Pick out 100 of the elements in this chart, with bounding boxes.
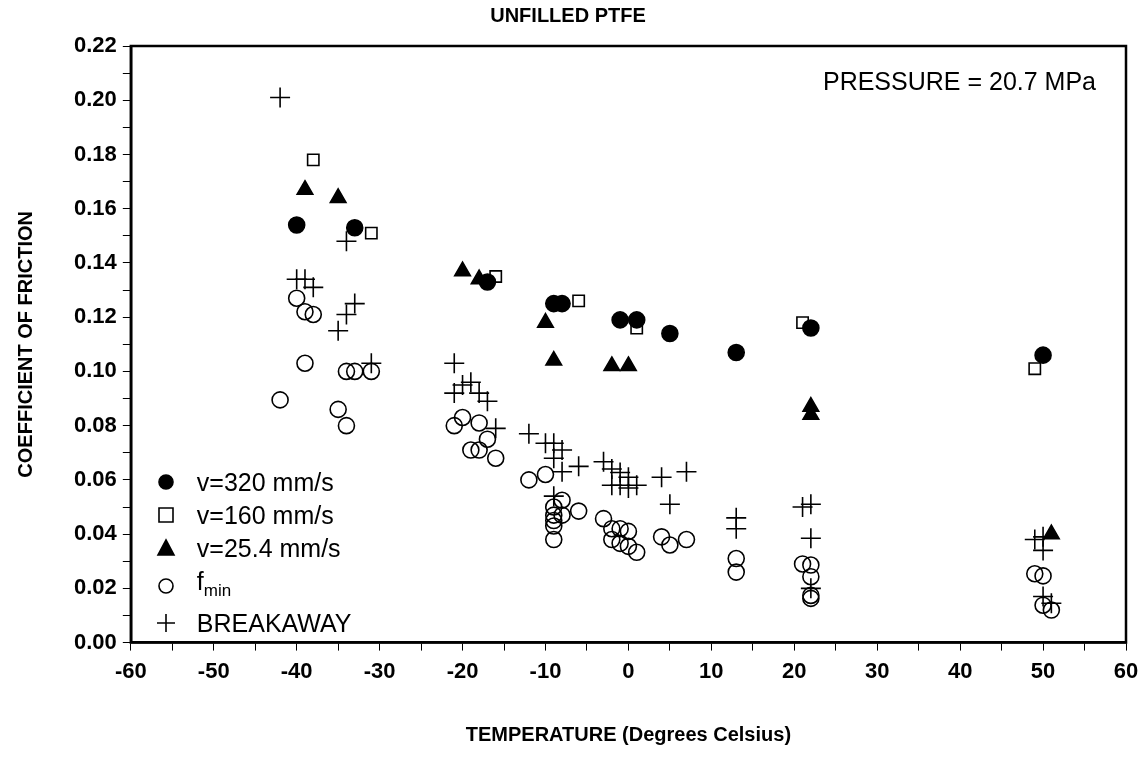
point (345, 218, 364, 237)
point (337, 362, 356, 381)
x-tick-label: -60 (114, 657, 147, 683)
point (1025, 564, 1044, 583)
point (650, 466, 673, 488)
point (603, 356, 621, 372)
point (553, 506, 571, 524)
x-tick-label: 40 (947, 657, 973, 683)
point (345, 362, 364, 381)
point (364, 226, 378, 240)
y-tick-label: 0.22 (73, 32, 117, 58)
point (627, 311, 646, 329)
x-tick-label: 0 (622, 657, 635, 683)
point (551, 460, 573, 483)
point (627, 543, 646, 562)
point (335, 303, 358, 326)
point (551, 439, 573, 461)
point (802, 319, 820, 337)
point (800, 577, 822, 600)
point (603, 519, 621, 538)
point (617, 477, 640, 499)
point (287, 216, 306, 234)
point (453, 261, 472, 277)
point (661, 536, 679, 554)
point (343, 292, 366, 315)
chart-title: UNFILLED PTFE (490, 3, 646, 26)
legend-label: v=25.4 mm/s (196, 532, 341, 564)
x-tick-label: -30 (363, 657, 396, 683)
point (451, 374, 474, 396)
point (478, 430, 497, 449)
legend-label: f$_{min}$ (196, 565, 232, 602)
point (329, 400, 347, 419)
point (611, 534, 629, 553)
y-tick-label: 0.08 (73, 411, 117, 437)
annotation: PRESSURE = 20.7 MPa (822, 67, 1097, 96)
x-tick-label: -10 (529, 657, 562, 683)
point (611, 311, 629, 329)
point (1032, 585, 1054, 608)
legend-label: v=160 mm/s (196, 499, 334, 531)
x-axis-title: TEMPERATURE (Degrees Celsius) (465, 722, 792, 745)
point (619, 522, 638, 541)
point (544, 498, 563, 516)
point (594, 509, 613, 528)
point (1034, 346, 1052, 364)
point (542, 485, 565, 507)
point (727, 549, 746, 568)
point (1042, 601, 1061, 619)
x-tick-label: -50 (197, 657, 230, 683)
point (619, 537, 638, 556)
point (802, 556, 820, 574)
point (675, 460, 698, 483)
point (544, 511, 563, 530)
point (802, 567, 820, 586)
y-tick-label: 0.00 (73, 628, 117, 654)
y-tick-label: 0.04 (73, 520, 118, 546)
point (306, 153, 320, 167)
point (462, 441, 480, 459)
point (329, 188, 347, 204)
x-tick-label: -20 (446, 657, 479, 683)
legend-label: v=320 mm/s (196, 466, 334, 498)
point (360, 352, 383, 375)
point (296, 302, 314, 321)
point (567, 455, 590, 478)
point (470, 441, 488, 459)
point (793, 555, 812, 573)
point (661, 324, 679, 343)
x-tick-label: 10 (699, 657, 724, 683)
point (489, 270, 503, 283)
point (569, 502, 588, 520)
point (544, 517, 563, 535)
point (1034, 567, 1052, 585)
point (725, 517, 748, 540)
point (287, 289, 306, 307)
y-tick-label: 0.18 (73, 140, 117, 166)
x-tick-label: 30 (864, 657, 890, 683)
point (800, 527, 822, 549)
point (443, 382, 466, 404)
point (553, 491, 571, 510)
point (445, 416, 464, 435)
point (1034, 596, 1052, 614)
y-tick-label: 0.20 (73, 86, 117, 112)
point (1040, 592, 1063, 615)
point (544, 530, 563, 549)
point (484, 417, 507, 440)
point (362, 362, 381, 381)
point (520, 471, 538, 489)
y-tick-label: 0.06 (73, 465, 117, 491)
y-tick-label: 0.12 (73, 303, 117, 329)
point (791, 496, 814, 518)
y-tick-label: 0.10 (73, 357, 117, 383)
point (1028, 362, 1042, 376)
point (727, 563, 746, 581)
point (518, 422, 540, 445)
y-tick-label: 0.02 (73, 574, 117, 600)
y-tick-label: 0.16 (73, 194, 117, 220)
point (572, 294, 586, 308)
point (271, 391, 289, 409)
x-tick-label: -40 (280, 657, 313, 683)
y-axis-title: COEFFICIENT OF FRICTION (13, 210, 36, 478)
point (470, 414, 488, 432)
